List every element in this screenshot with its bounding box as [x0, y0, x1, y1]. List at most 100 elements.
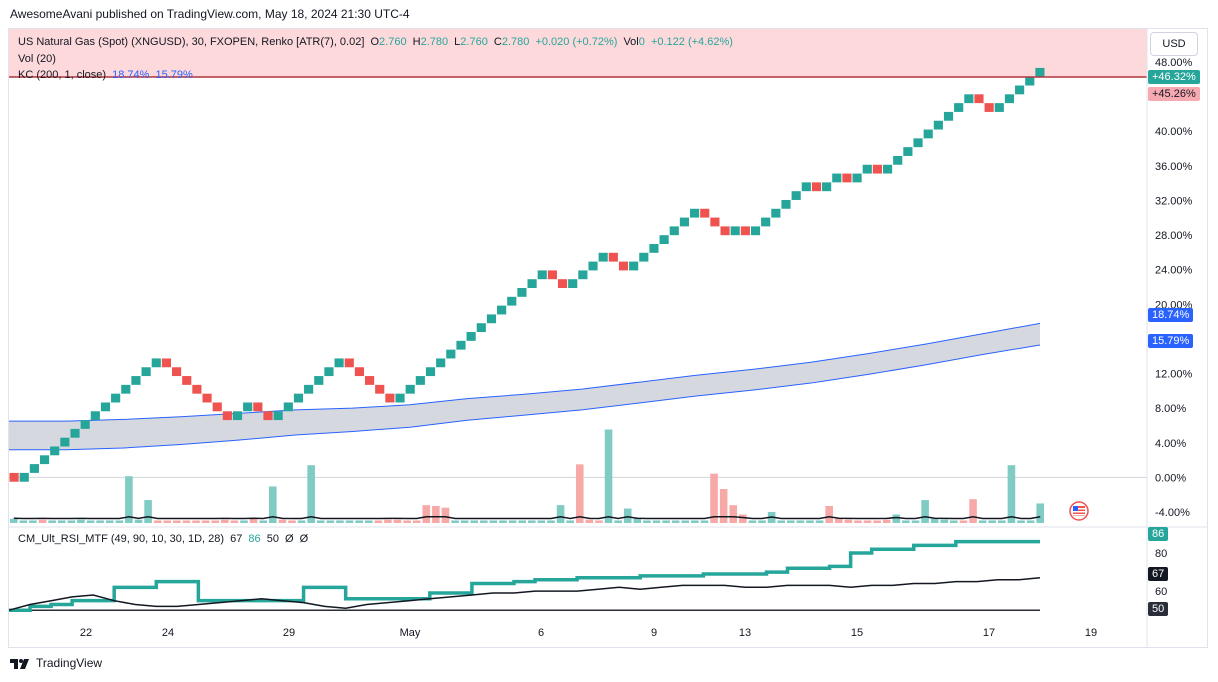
o-label: O	[370, 36, 380, 48]
volume-bar	[173, 520, 181, 523]
renko-brick-up	[933, 120, 943, 130]
rsi-v5: Ø	[299, 533, 309, 545]
volume-bar	[10, 518, 18, 523]
renko-brick-up	[852, 173, 862, 183]
volume-bar	[662, 520, 670, 523]
volume-bar	[460, 520, 469, 523]
volume-bar	[998, 520, 1006, 523]
volume-bar	[691, 520, 699, 523]
time-axis[interactable]: 22 24 29 May 6 9 13 15 17 19	[80, 627, 1097, 639]
volume-bar	[48, 520, 56, 523]
volume-bar	[432, 506, 440, 523]
renko-brick-up	[832, 173, 842, 183]
rsi-label: CM_Ult_RSI_MTF (49, 90, 10, 30, 1D, 28)	[18, 533, 225, 545]
volume-bar	[537, 520, 546, 523]
footer-logo[interactable]: TradingView	[10, 656, 102, 670]
rsi-67-badge: 67	[1148, 567, 1169, 581]
renko-brick-up	[507, 296, 517, 306]
price-tick-label: 4.00%	[1155, 438, 1186, 450]
volume-bar	[364, 520, 373, 523]
volume-bar	[585, 519, 594, 523]
vol-value: 0	[638, 36, 645, 48]
time-tick-label: 9	[651, 627, 657, 639]
currency-button[interactable]: USD	[1150, 32, 1198, 56]
c-label: C	[493, 36, 502, 48]
renko-brick-up	[964, 94, 974, 104]
renko-brick-down	[608, 252, 618, 262]
renko-brick-down	[700, 208, 710, 218]
volume-bar	[902, 520, 910, 523]
volume-bar	[930, 518, 939, 523]
price-up-badge: +46.32%	[1148, 70, 1200, 84]
renko-brick-up	[486, 314, 497, 324]
flag-icon[interactable]	[1069, 501, 1089, 521]
volume-bar	[681, 520, 690, 523]
renko-brick-down	[344, 358, 354, 368]
renko-brick-up	[141, 367, 151, 377]
renko-brick-down	[9, 472, 19, 482]
volume-bar	[489, 520, 498, 523]
renko-brick-up	[517, 288, 527, 297]
volume-bar	[854, 520, 862, 523]
tradingview-logo-icon	[10, 659, 29, 669]
time-tick-label: 13	[739, 627, 751, 639]
volume-bar	[806, 520, 814, 523]
volume-bar	[748, 520, 757, 523]
volume-bar	[671, 520, 680, 523]
renko-brick-up	[50, 446, 60, 456]
time-tick-label: 22	[80, 627, 92, 639]
ohlc-l: L2.760	[454, 36, 488, 48]
volume-bar	[192, 520, 200, 523]
kc-lower-line	[9, 344, 1041, 451]
volume-bar	[892, 514, 901, 523]
volume-bar	[153, 520, 162, 523]
renko-brick-up	[243, 402, 253, 412]
price-axis[interactable]: 48.00%44.00%40.00%36.00%32.00%28.00%24.0…	[1155, 57, 1193, 598]
price-tick-label: 12.00%	[1155, 369, 1193, 381]
vol-label: Vol0	[623, 36, 644, 48]
renko-brick-down	[710, 217, 720, 227]
volume-bar	[844, 519, 853, 523]
rsi-v2: 86	[248, 533, 261, 545]
renko-brick-up	[436, 358, 446, 368]
volume-bar	[221, 519, 229, 523]
renko-brick-up	[578, 270, 588, 280]
volume-bar	[796, 520, 805, 523]
renko-brick-up	[273, 411, 283, 421]
volume-bar	[134, 519, 143, 523]
price-tick-label: 40.00%	[1155, 126, 1193, 138]
volume-bar	[182, 520, 191, 523]
volume-bar	[633, 518, 642, 523]
volume-bar	[969, 499, 977, 523]
renko-brick-up	[121, 384, 131, 394]
volume-bar	[19, 520, 28, 523]
renko-brick-up	[730, 226, 740, 236]
volume-bar	[729, 505, 738, 523]
renko-brick-up	[862, 164, 872, 174]
volume-bar	[528, 520, 536, 523]
volume-bar	[547, 520, 555, 523]
kc-lower-badge: 15.79%	[1148, 334, 1194, 348]
kc-upper-badge: 18.74%	[1148, 308, 1194, 322]
volume-bar	[336, 520, 344, 523]
price-down-badge: +45.26%	[1148, 87, 1200, 101]
vol-indicator-legend[interactable]: Vol (20)	[18, 53, 56, 65]
volume-bar	[508, 520, 517, 523]
kc-legend[interactable]: KC (200, 1, close) 18.74% 15.79%	[18, 69, 196, 81]
kc-upper-value: 18.74%	[112, 69, 150, 81]
renko-brick-up	[690, 208, 700, 218]
volume-bar	[451, 520, 459, 523]
renko-brick-up	[293, 393, 304, 403]
renko-brick-down	[375, 384, 385, 394]
renko-brick-up	[629, 261, 639, 271]
volume-bar	[288, 520, 296, 523]
volume-bar	[911, 520, 920, 523]
symbol-label[interactable]: US Natural Gas (Spot) (XNGUSD), 30, FXOP…	[18, 36, 365, 48]
rsi-legend[interactable]: CM_Ult_RSI_MTF (49, 90, 10, 30, 1D, 28) …	[18, 533, 311, 545]
renko-brick-down	[984, 103, 994, 112]
volume-bar	[393, 519, 402, 523]
renko-brick-up	[232, 411, 243, 421]
renko-brick-down	[212, 402, 222, 412]
volume-bar	[38, 519, 47, 523]
